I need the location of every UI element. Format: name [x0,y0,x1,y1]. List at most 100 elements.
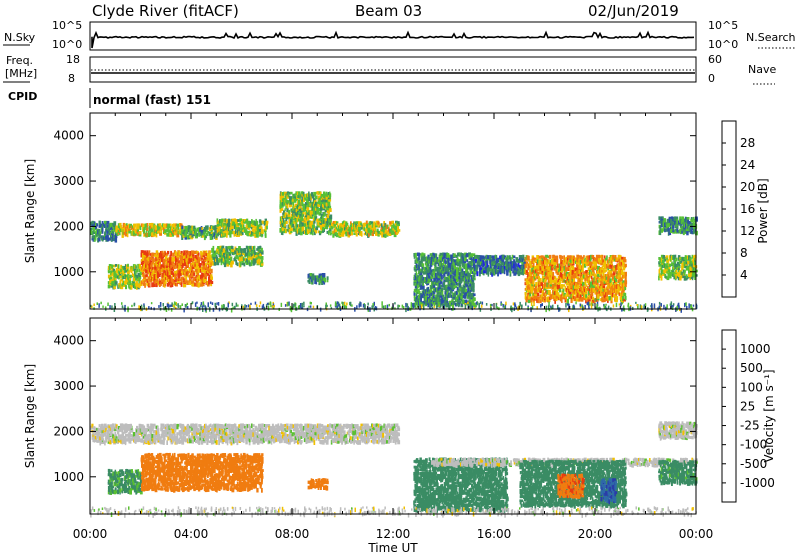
range-time-cell [302,230,305,235]
range-time-cell [232,248,235,253]
range-time-cell [171,232,174,237]
range-time-cell [561,298,563,303]
range-time-cell [301,195,304,201]
range-time-cell [157,270,159,275]
range-time-cell [439,259,442,263]
range-time-cell [255,232,258,238]
range-time-cell [175,273,178,277]
range-time-cell [609,269,613,273]
range-time-cell [534,290,537,294]
range-time-cell [241,256,243,261]
range-time-cell [576,288,578,294]
range-time-cell [432,273,434,277]
range-time-cell [306,212,309,217]
range-time-cell [526,282,529,286]
range-time-cell [336,232,339,237]
range-time-cell [178,229,181,234]
range-time-cell [155,274,158,280]
range-time-cell [470,270,473,274]
range-time-cell [177,256,180,261]
range-time-cell [529,269,532,274]
range-time-cell [92,223,95,226]
range-time-cell [129,280,132,286]
range-time-cell [300,216,302,221]
range-time-cell [226,262,230,267]
range-time-cell [604,296,607,302]
range-time-cell [532,296,535,301]
range-time-cell [452,301,455,305]
range-time-cell [368,233,370,237]
range-time-cell [124,233,128,237]
ground-scatter-cell [397,304,399,309]
range-time-cell [544,267,546,272]
range-time-cell [521,270,524,275]
range-time-cell [261,232,263,238]
range-time-cell [145,262,148,268]
range-time-cell [569,281,572,286]
range-time-cell [194,229,198,234]
range-time-cell [302,208,305,212]
range-time-cell [113,274,116,277]
range-time-cell [177,227,180,231]
range-time-cell [216,247,218,253]
range-time-cell [323,222,326,227]
range-time-cell [212,225,214,230]
range-time-cell [425,256,428,262]
range-time-cell [279,210,282,213]
range-time-cell [310,214,314,219]
range-time-cell [555,285,557,291]
range-time-cell [119,227,123,233]
range-time-cell [279,193,282,199]
range-time-cell [596,282,599,285]
range-time-cell [470,294,473,299]
range-time-cell [459,260,462,264]
range-time-cell [290,216,294,220]
range-time-cell [393,232,397,238]
range-time-cell [302,197,306,202]
range-time-cell [301,212,304,217]
range-time-cell [294,195,297,199]
range-time-cell [235,229,237,234]
range-time-cell [140,260,143,266]
range-time-cell [248,252,250,256]
range-time-cell [134,270,136,275]
range-time-cell [156,272,159,277]
range-time-cell [201,254,204,258]
range-time-cell [692,216,695,221]
range-time-cell [601,296,605,300]
range-time-cell [547,255,550,259]
range-time-cell [575,284,579,289]
range-time-cell [317,196,320,199]
range-time-cell [534,286,537,291]
range-time-cell [575,257,578,261]
range-time-cell [694,261,697,266]
range-time-cell [193,262,196,267]
range-time-cell [416,288,419,293]
range-time-cell [133,225,136,230]
range-time-cell [415,259,419,264]
range-time-cell [470,253,473,257]
range-time-cell [378,230,381,235]
range-time-cell [576,294,579,299]
range-time-cell [456,286,459,290]
range-time-cell [603,290,606,295]
range-time-cell [208,231,211,236]
range-time-cell [228,245,231,249]
range-time-cell [673,220,675,224]
noise-left-tick-bottom: 10^0 [52,38,82,51]
range-time-cell [573,277,576,282]
range-time-cell [583,271,586,275]
range-time-cell [462,276,465,282]
range-time-cell [215,254,218,260]
range-time-cell [422,290,425,296]
range-time-cell [671,261,673,265]
range-time-cell [595,254,599,258]
range-time-cell [135,264,137,268]
range-time-cell [572,255,575,260]
range-time-cell [158,262,161,267]
range-time-cell [222,248,226,252]
range-time-cell [513,259,516,264]
range-time-cell [459,300,461,304]
range-time-cell [561,286,564,290]
range-time-cell [310,228,313,234]
